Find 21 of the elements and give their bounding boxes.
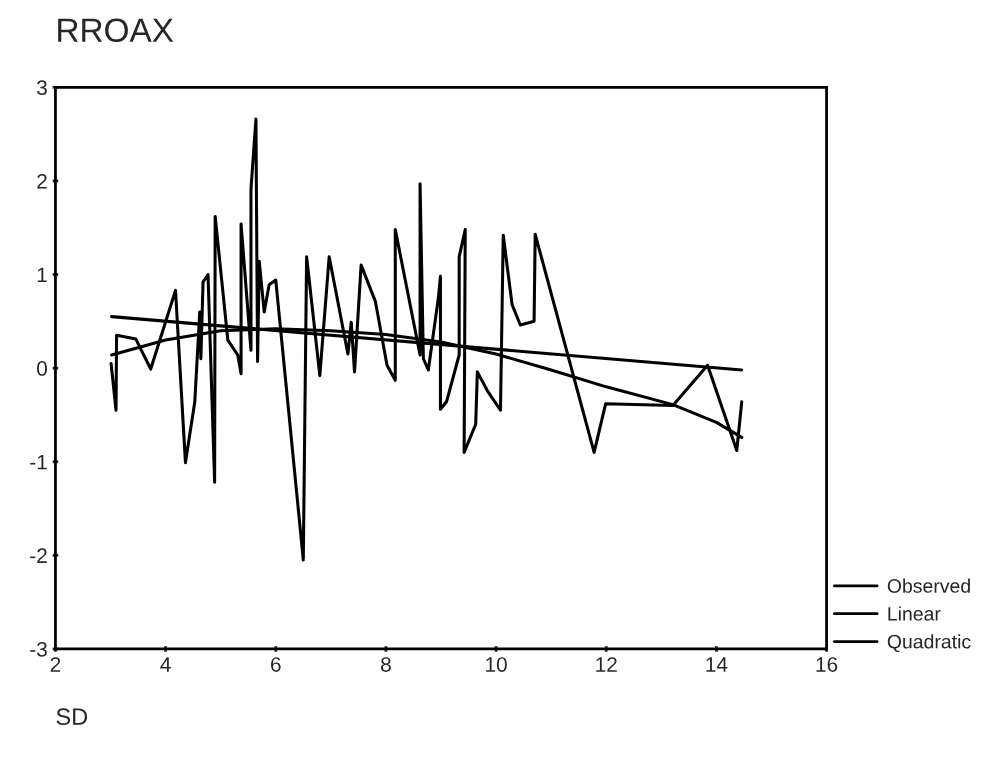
y-tick-label: 3 <box>37 80 47 96</box>
x-tick-label: 16 <box>816 657 838 672</box>
x-tick-label: 12 <box>596 657 617 672</box>
y-tick-label: 1 <box>37 267 47 283</box>
x-tick-label: 8 <box>381 657 391 672</box>
line-series <box>109 117 744 562</box>
legend-label: Quadratic <box>887 634 971 653</box>
y-tick-label: -2 <box>30 548 47 563</box>
y-tick-label: 2 <box>37 173 47 189</box>
x-tick-label: 2 <box>50 657 61 672</box>
y-tick-label: -1 <box>30 454 47 470</box>
x-tick-label: 4 <box>160 657 171 672</box>
x-tick-label: 14 <box>706 657 728 672</box>
x-axis-title: SD <box>56 708 88 726</box>
x-tick-label: 10 <box>486 657 507 672</box>
x-tick-label: 6 <box>271 657 281 672</box>
chart-title: RROAX <box>58 18 174 43</box>
legend-label: Linear <box>888 606 941 621</box>
y-tick-label: -3 <box>30 641 47 657</box>
y-tick-label: 0 <box>37 361 47 376</box>
legend-label: Observed <box>887 578 970 593</box>
